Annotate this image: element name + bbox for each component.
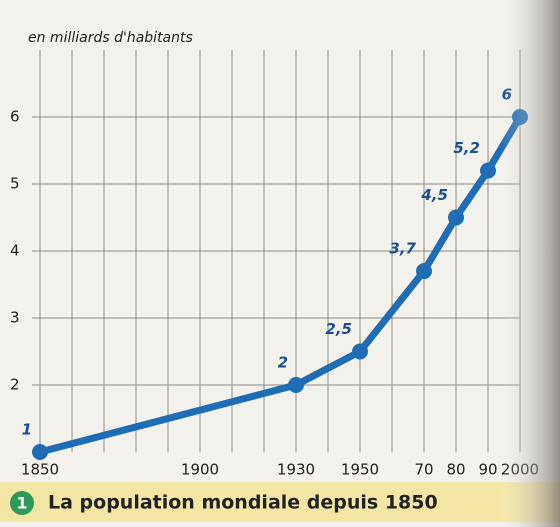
page-shadow: [500, 0, 560, 527]
figure-number: 1: [16, 494, 27, 513]
point: [416, 263, 432, 280]
value-label: 5,2: [453, 139, 480, 157]
caption-band: [0, 482, 560, 522]
y-tick-label: 5: [10, 175, 20, 193]
y-axis-label: en milliards d'habitants: [28, 30, 193, 46]
value-label: 4,5: [420, 186, 448, 204]
x-tick-label: 90: [478, 461, 497, 479]
x-tick-label: 1930: [277, 461, 315, 479]
point: [480, 162, 496, 179]
x-tick-label: 1900: [181, 461, 219, 479]
x-tick-label: 70: [414, 461, 433, 479]
point: [352, 343, 368, 360]
point: [288, 377, 304, 393]
value-label: 2: [278, 354, 288, 372]
value-label: 3,7: [389, 240, 416, 258]
figure-badge: [10, 491, 34, 515]
x-tick-label: 1850: [21, 461, 59, 479]
caption: La population mondiale depuis 1850: [48, 492, 438, 514]
point: [448, 209, 464, 226]
point: [32, 444, 48, 460]
y-tick-label: 6: [10, 108, 20, 126]
plot: 2345618501900193019507080902000122,53,74…: [10, 50, 539, 479]
x-tick-label: 1950: [341, 461, 379, 479]
y-tick-label: 4: [10, 242, 20, 260]
y-tick-label: 2: [10, 376, 20, 394]
value-label: 2,5: [325, 320, 352, 338]
line: [36, 113, 524, 456]
value-label: 1: [22, 421, 32, 439]
x-tick-label: 80: [446, 461, 465, 479]
y-tick-label: 3: [10, 309, 20, 327]
